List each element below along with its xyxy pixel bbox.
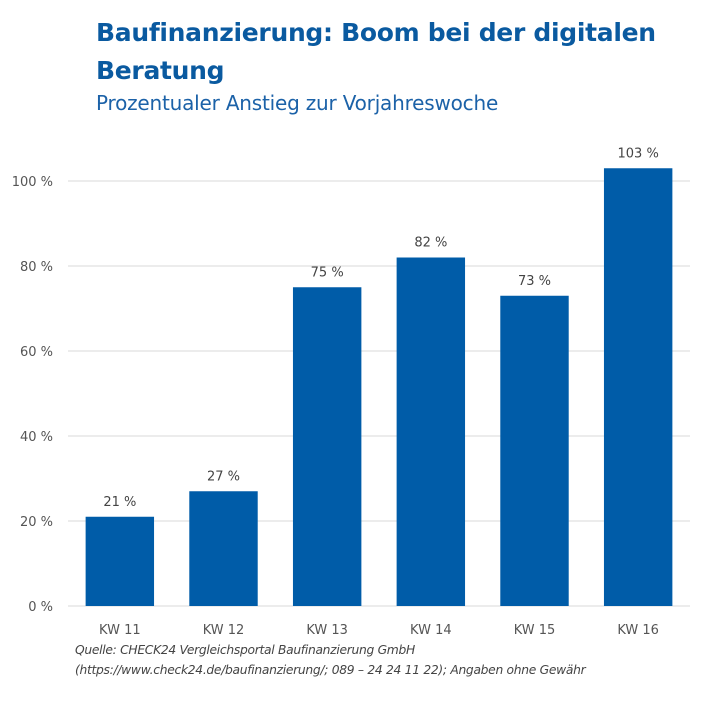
data-label: 103 % (618, 146, 659, 161)
source-note: Quelle: CHECK24 Vergleichsportal Baufina… (75, 640, 586, 680)
x-tick-label: KW 13 (306, 623, 348, 638)
data-labels: 21 % 27 % 75 % 82 % 73 % 103 % (103, 146, 659, 510)
bar (292, 287, 362, 606)
source-line-2: (https://www.check24.de/baufinanzierung/… (75, 663, 586, 677)
gridlines (68, 180, 690, 607)
x-tick-label: KW 16 (617, 623, 659, 638)
y-tick-label: 0 % (28, 600, 53, 615)
data-label: 82 % (414, 236, 447, 251)
bar (189, 491, 258, 606)
chart-title: Baufinanzierung: Boom bei der digitalen … (96, 18, 656, 85)
y-tick-label: 100 % (12, 175, 53, 190)
y-tick-label: 60 % (20, 345, 53, 360)
source-line-1: Quelle: CHECK24 Vergleichsportal Baufina… (75, 643, 415, 657)
y-tick-label: 80 % (20, 260, 53, 275)
x-tick-label: KW 15 (514, 623, 556, 638)
y-tick-label: 20 % (20, 515, 53, 530)
bar (603, 168, 673, 606)
bars (85, 168, 673, 606)
bar (396, 257, 466, 606)
x-axis-ticks: KW 11 KW 12 KW 13 KW 14 KW 15 KW 16 (99, 623, 659, 638)
x-tick-label: KW 14 (410, 623, 452, 638)
bar (85, 516, 155, 606)
y-axis-ticks: 0 % 20 % 40 % 60 % 80 % 100 % (12, 175, 53, 615)
chart-subtitle: Prozentualer Anstieg zur Vorjahreswoche (96, 91, 499, 115)
data-label: 75 % (311, 265, 344, 280)
y-tick-label: 40 % (20, 430, 53, 445)
data-label: 27 % (207, 469, 240, 484)
x-tick-label: KW 11 (99, 623, 141, 638)
data-label: 21 % (103, 495, 136, 510)
bar (500, 295, 569, 606)
x-tick-label: KW 12 (203, 623, 245, 638)
data-label: 73 % (518, 274, 551, 289)
